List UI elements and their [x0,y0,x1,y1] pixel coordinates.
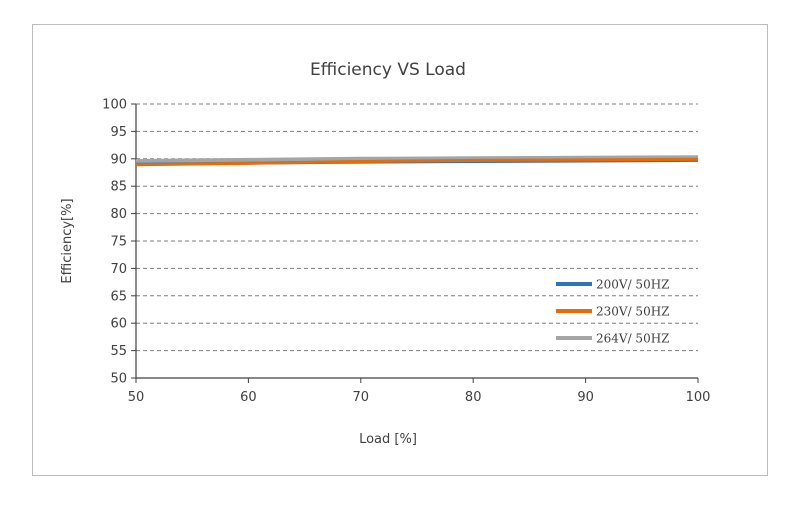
y-tick-label: 85 [110,180,127,195]
y-tick-label: 60 [110,317,127,332]
series-line-3 [135,155,699,163]
y-tick-label: 95 [110,125,127,140]
legend-label-3: 264V/ 50HZ [596,332,670,346]
legend-label-1: 200V/ 50HZ [596,278,670,292]
series-lines [135,155,699,167]
legend: 200V/ 50HZ 230V/ 50HZ 264V/ 50HZ [556,278,670,346]
x-tick-label: 100 [686,390,711,405]
y-tick-label: 70 [110,262,127,277]
chart-frame [32,24,768,476]
x-tick-label: 50 [128,390,145,405]
y-axis-label: Efficiency[%] [60,198,75,283]
grid-lines [136,103,698,352]
y-tick-label: 75 [110,235,127,250]
x-tick-label: 80 [465,390,482,405]
x-tick-label: 70 [353,390,370,405]
x-tick-label: 60 [240,390,257,405]
chart-title: Efficiency VS Load [310,60,466,80]
legend-label-2: 230V/ 50HZ [596,305,670,319]
axes [131,103,699,383]
x-tick-label: 90 [577,390,594,405]
y-tick-label: 65 [110,289,127,304]
y-tick-label: 50 [110,372,127,387]
y-tick-label: 80 [110,207,127,222]
y-tick-label: 55 [110,344,127,359]
series-line-2 [135,157,699,167]
x-axis-label: Load [%] [359,432,417,447]
y-tick-label: 90 [110,152,127,167]
tick-labels: 50 55 60 65 70 75 80 85 90 95 100 50 60 70 80 90 100 [102,98,710,406]
y-tick-label: 100 [102,98,127,113]
